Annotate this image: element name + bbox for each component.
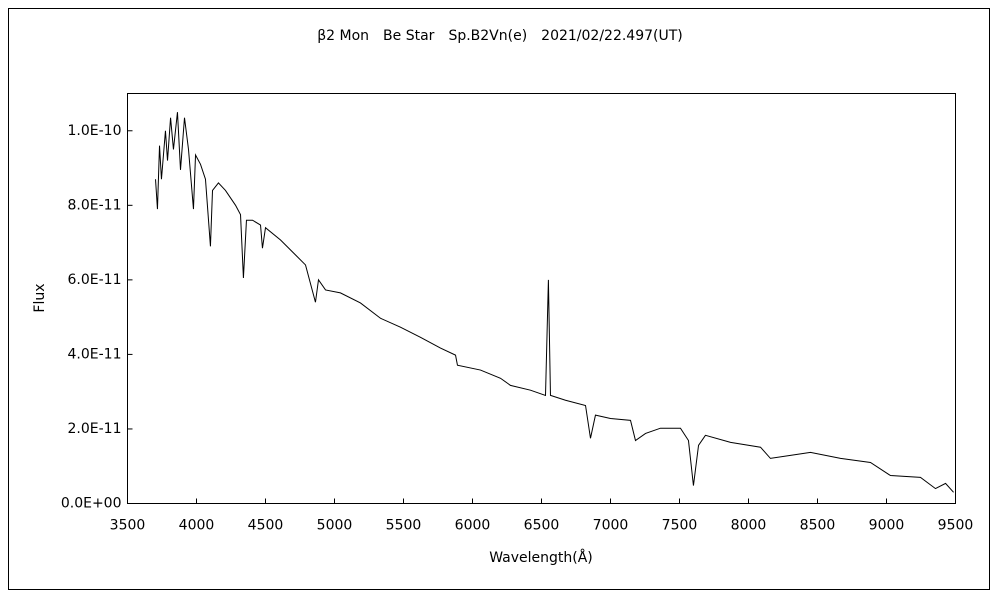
y-axis-label: Flux <box>32 283 48 312</box>
x-tick-label: 8500 <box>800 518 836 534</box>
y-tick-label: 0.0E+00 <box>61 496 122 512</box>
x-tick-label: 3500 <box>110 518 146 534</box>
y-tick-label: 1.0E-10 <box>68 123 122 139</box>
y-tick-label: 8.0E-11 <box>68 197 122 213</box>
x-tick-label: 4500 <box>248 518 284 534</box>
x-tick-label: 7000 <box>593 518 629 534</box>
x-tick-label: 6500 <box>524 518 560 534</box>
x-tick-label: 4000 <box>179 518 215 534</box>
chart-title: β2 Mon Be Star Sp.B2Vn(e) 2021/02/22.497… <box>317 28 683 44</box>
x-tick-label: 5500 <box>386 518 422 534</box>
x-tick-label: 8000 <box>731 518 767 534</box>
x-tick-label: 9500 <box>938 518 974 534</box>
y-tick-label: 6.0E-11 <box>68 272 122 288</box>
x-tick-label: 7500 <box>662 518 698 534</box>
chart-border <box>8 8 990 590</box>
x-tick-label: 6000 <box>455 518 491 534</box>
x-tick-label: 5000 <box>317 518 353 534</box>
spectrum-line <box>155 112 954 493</box>
x-tick-label: 9000 <box>869 518 905 534</box>
y-tick-label: 4.0E-11 <box>68 346 122 362</box>
y-tick-label: 2.0E-11 <box>68 421 122 437</box>
x-axis-label: Wavelength(Å) <box>489 549 593 566</box>
